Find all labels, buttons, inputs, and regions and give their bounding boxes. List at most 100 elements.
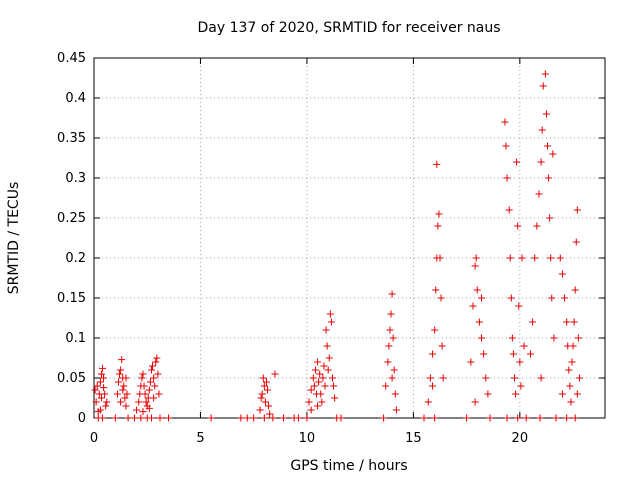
data-point xyxy=(509,350,517,358)
data-point xyxy=(114,378,122,386)
y-tick-label: 0.35 xyxy=(57,131,86,146)
data-point xyxy=(153,354,161,362)
x-tick-label: 0 xyxy=(90,431,98,446)
data-point xyxy=(571,414,579,422)
data-point xyxy=(117,366,125,374)
data-point xyxy=(151,382,159,390)
data-point xyxy=(548,294,556,302)
data-point xyxy=(250,414,258,422)
data-point xyxy=(111,414,119,422)
data-point xyxy=(121,394,129,402)
data-point xyxy=(520,342,528,350)
data-point xyxy=(122,374,130,382)
data-point xyxy=(511,374,519,382)
data-point xyxy=(536,414,544,422)
data-point xyxy=(258,390,266,398)
data-point xyxy=(165,414,173,422)
x-tick-label: 5 xyxy=(196,431,204,446)
data-point xyxy=(556,254,564,262)
data-point xyxy=(380,414,388,422)
data-point xyxy=(467,358,475,366)
data-point xyxy=(243,414,251,422)
data-point xyxy=(152,358,160,366)
y-tick-label: 0.1 xyxy=(65,331,86,346)
x-tick-label: 15 xyxy=(405,431,422,446)
data-point xyxy=(526,350,534,358)
chart-title: Day 137 of 2020, SRMTID for receiver nau… xyxy=(197,20,500,36)
y-tick-label: 0.05 xyxy=(57,371,86,386)
data-point xyxy=(123,390,131,398)
data-point xyxy=(561,294,569,302)
x-tick-label: 10 xyxy=(299,431,316,446)
data-point xyxy=(431,414,439,422)
data-point xyxy=(558,390,566,398)
data-point xyxy=(119,386,127,394)
x-tick-label: 20 xyxy=(512,431,529,446)
data-point xyxy=(321,382,329,390)
data-point xyxy=(264,386,272,394)
data-point xyxy=(102,402,110,410)
data-point xyxy=(266,410,274,418)
data-point xyxy=(518,254,526,262)
data-point xyxy=(150,394,158,402)
data-point xyxy=(139,370,147,378)
data-point xyxy=(565,366,573,374)
data-point xyxy=(542,110,550,118)
data-point xyxy=(572,238,580,246)
data-point xyxy=(502,142,510,150)
y-tick-label: 0.25 xyxy=(57,211,86,226)
data-point xyxy=(256,406,264,414)
y-tick-label: 0 xyxy=(78,411,86,426)
data-point xyxy=(140,382,148,390)
data-point xyxy=(133,406,141,414)
data-point xyxy=(120,382,128,390)
data-point xyxy=(142,398,150,406)
data-point xyxy=(478,294,486,302)
data-point xyxy=(279,414,287,422)
data-point xyxy=(100,384,108,392)
data-point xyxy=(303,414,311,422)
data-point xyxy=(538,126,546,134)
data-point xyxy=(473,286,481,294)
data-point xyxy=(337,414,345,422)
y-tick-label: 0.15 xyxy=(57,291,86,306)
data-point xyxy=(154,370,162,378)
data-point xyxy=(271,370,279,378)
data-point xyxy=(514,222,522,230)
data-point xyxy=(574,334,582,342)
data-point xyxy=(309,374,317,382)
data-point xyxy=(149,362,157,370)
data-point xyxy=(97,394,105,402)
data-point xyxy=(480,350,488,358)
data-point xyxy=(146,378,154,386)
data-point xyxy=(388,374,396,382)
data-point xyxy=(265,402,273,410)
data-point xyxy=(501,118,509,126)
data-point xyxy=(544,142,552,150)
data-point xyxy=(517,382,525,390)
data-point xyxy=(320,362,328,370)
data-point xyxy=(513,158,521,166)
data-point xyxy=(326,310,334,318)
data-point xyxy=(503,174,511,182)
data-point xyxy=(386,326,394,334)
data-point xyxy=(478,334,486,342)
data-point xyxy=(505,206,513,214)
data-point xyxy=(118,356,126,364)
data-point xyxy=(545,174,553,182)
data-point xyxy=(514,414,522,422)
data-point xyxy=(486,414,494,422)
data-point xyxy=(100,374,108,382)
data-point xyxy=(463,414,471,422)
data-point xyxy=(262,378,270,386)
data-point xyxy=(507,294,515,302)
data-point xyxy=(92,398,100,406)
data-point xyxy=(508,334,516,342)
plot-frame xyxy=(93,57,606,419)
data-point xyxy=(549,150,557,158)
data-point xyxy=(529,318,537,326)
data-point xyxy=(469,302,477,310)
data-point xyxy=(512,390,520,398)
data-point xyxy=(388,290,396,298)
